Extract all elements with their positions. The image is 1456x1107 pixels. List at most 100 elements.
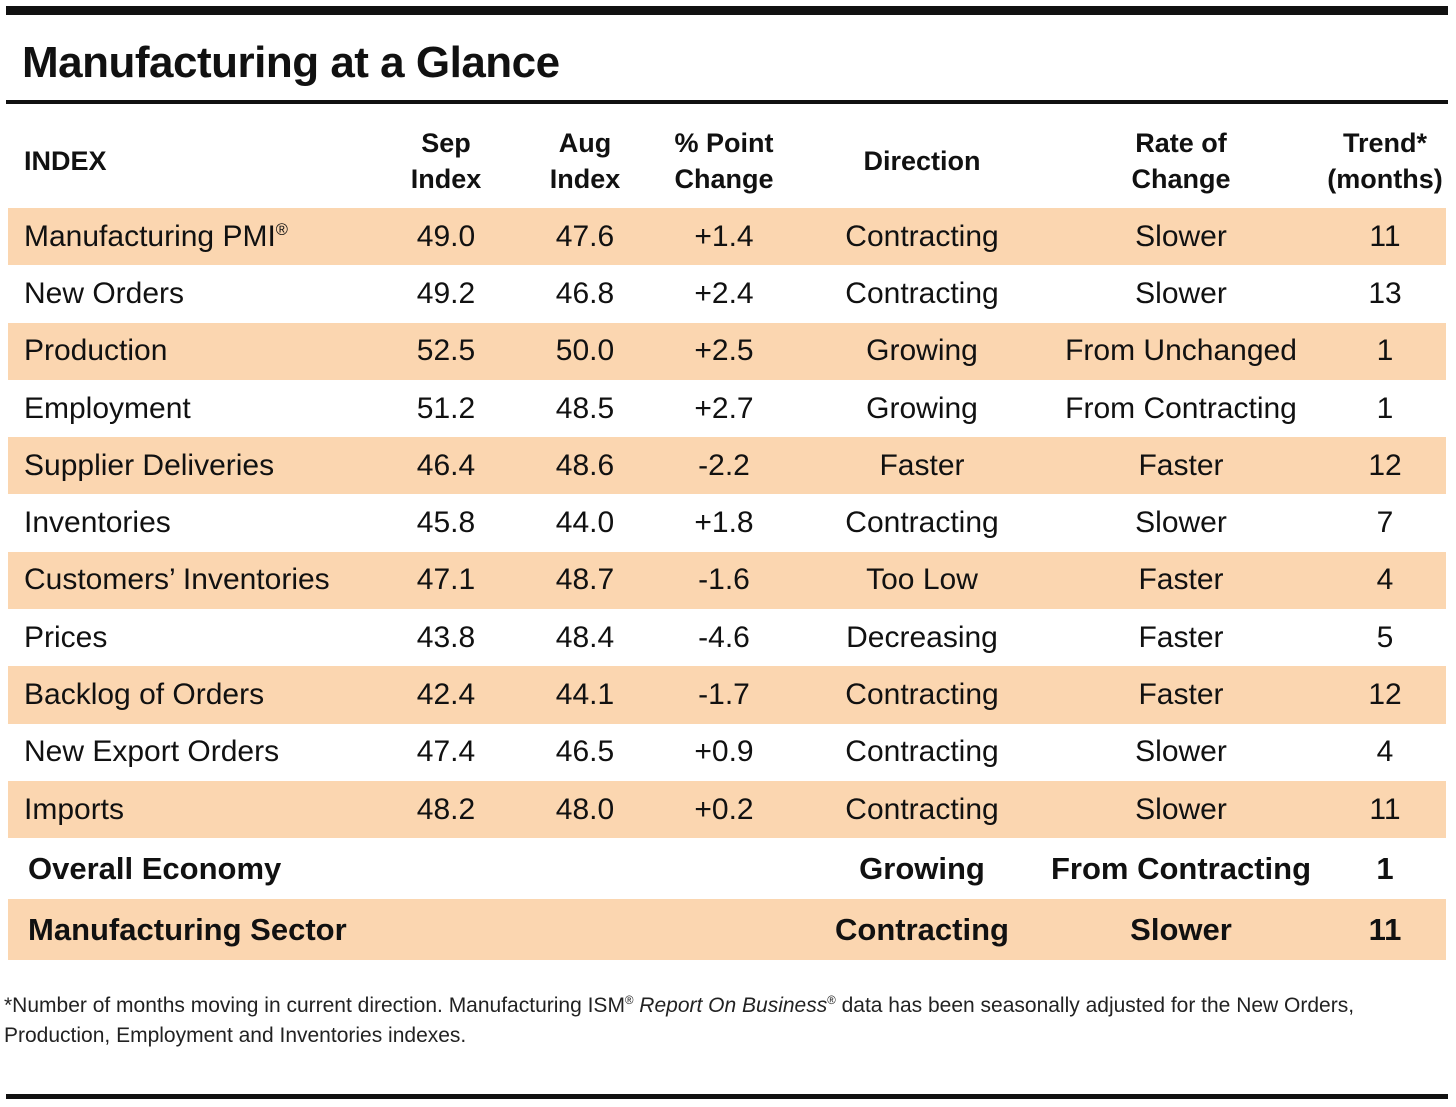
row-name-text: Employment (24, 391, 191, 425)
row-sep-index: 43.8 (416, 620, 476, 654)
row-name: Imports (8, 793, 364, 827)
header-trend-line1: Trend* (1342, 128, 1428, 158)
row-direction: Contracting (845, 219, 999, 253)
footnote-text-1: *Number of months moving in current dire… (4, 994, 625, 1017)
row-trend: 4 (1376, 563, 1394, 597)
row-direction: Decreasing (846, 620, 998, 654)
top-rule (6, 6, 1448, 15)
row-rate-of-change: Faster (1138, 563, 1224, 597)
row-name-text: Production (24, 334, 168, 368)
table-row: Backlog of Orders 42.4 44.1 -1.7 Contracting… (8, 666, 1446, 724)
summary-trend: 1 (1376, 850, 1394, 886)
row-trend: 12 (1368, 678, 1402, 712)
row-sep-index: 51.2 (416, 391, 476, 425)
row-name-text: New Export Orders (24, 735, 280, 769)
header-aug-index: Aug Index (528, 125, 642, 197)
row-aug-index: 48.5 (555, 391, 615, 425)
row-point-change: +1.4 (694, 219, 754, 253)
page-title: Manufacturing at a Glance (22, 38, 560, 87)
row-name: Manufacturing PMI® (8, 220, 364, 254)
row-name-text: Imports (24, 792, 125, 826)
footnote-text-2: data has been seasonally adjusted for th… (4, 994, 1355, 1047)
table-row: New Orders 49.2 46.8 +2.4 Contracting Slower 1… (8, 265, 1446, 322)
summary-trend: 11 (1368, 911, 1402, 947)
row-direction: Contracting (845, 792, 999, 826)
row-point-change: +2.5 (694, 334, 754, 368)
row-trend: 11 (1369, 219, 1401, 253)
table-row: Employment 51.2 48.5 +2.7 Growing From Contra… (8, 380, 1446, 437)
summary-direction: Growing (859, 850, 985, 886)
row-name-text: New Orders (24, 276, 185, 310)
row-name-text: Inventories (24, 506, 171, 540)
row-name-text: Supplier Deliveries (24, 448, 275, 482)
row-point-change: -4.6 (698, 620, 750, 654)
row-rate-of-change: From Unchanged (1065, 334, 1297, 368)
row-direction: Contracting (845, 506, 999, 540)
header-trend-line2: (months) (1327, 164, 1443, 194)
row-name-text: Manufacturing PMI (24, 219, 276, 253)
manufacturing-table: INDEX Sep Index Aug Index % Point Change… (8, 114, 1446, 961)
summary-row: Manufacturing Sector Contracting Slower 11 (8, 899, 1446, 961)
header-chg-line1: % Point (674, 128, 774, 158)
row-rate-of-change: Slower (1135, 735, 1227, 769)
row-aug-index: 44.1 (555, 678, 615, 712)
summary-name: Overall Economy (28, 850, 282, 886)
header-sep-line2: Index (410, 164, 482, 194)
table-row: Manufacturing PMI® 49.0 47.6 +1.4 Contractin… (8, 208, 1446, 266)
row-point-change: -2.2 (698, 448, 750, 482)
row-name: Backlog of Orders (8, 678, 364, 712)
row-aug-index: 48.0 (555, 792, 615, 826)
row-sep-index: 52.5 (416, 334, 476, 368)
row-aug-index: 48.4 (555, 620, 615, 654)
header-aug-line1: Aug (558, 128, 612, 158)
header-rate-of-change: Rate of Change (1038, 125, 1324, 197)
row-trend: 7 (1376, 506, 1394, 540)
row-name: Prices (8, 621, 364, 655)
row-rate-of-change: From Contracting (1065, 391, 1297, 425)
header-index: INDEX (24, 146, 107, 176)
title-rule (6, 100, 1448, 104)
row-point-change: +2.4 (694, 276, 754, 310)
registered-mark: ® (275, 220, 288, 239)
header-trend: Trend* (months) (1324, 125, 1446, 197)
header-aug-line2: Index (549, 164, 621, 194)
row-point-change: +0.9 (694, 735, 754, 769)
row-sep-index: 45.8 (416, 506, 476, 540)
summary-name: Manufacturing Sector (28, 911, 347, 947)
row-direction: Contracting (845, 735, 999, 769)
row-direction: Growing (866, 391, 978, 425)
table-row: Customers’ Inventories 47.1 48.7 -1.6 Too Lo… (8, 551, 1446, 610)
row-aug-index: 48.6 (555, 448, 615, 482)
row-direction: Growing (866, 334, 978, 368)
footnote-registered-2: ® (827, 995, 836, 1007)
row-trend: 1 (1376, 334, 1394, 368)
row-name: New Orders (8, 277, 364, 311)
table-body: Manufacturing PMI® 49.0 47.6 +1.4 Contractin… (8, 208, 1446, 839)
table-row: Production 52.5 50.0 +2.5 Growing From Unchan… (8, 322, 1446, 380)
row-name-text: Customers’ Inventories (24, 563, 330, 597)
header-sep-line1: Sep (421, 128, 471, 158)
row-rate-of-change: Slower (1135, 219, 1227, 253)
summary-direction: Contracting (835, 911, 1009, 947)
footnote-registered-1: ® (624, 995, 634, 1007)
row-rate-of-change: Slower (1135, 792, 1227, 826)
row-sep-index: 47.1 (416, 563, 476, 597)
footnote: *Number of months moving in current dire… (4, 991, 1444, 1051)
table-row: Imports 48.2 48.0 +0.2 Contracting Slower 11 (8, 780, 1446, 839)
table-row: Supplier Deliveries 46.4 48.6 -2.2 Faster Fas… (8, 437, 1446, 495)
row-trend: 1 (1376, 391, 1394, 425)
row-point-change: -1.7 (698, 678, 750, 712)
table-row: Prices 43.8 48.4 -4.6 Decreasing Faster 5 (8, 609, 1446, 666)
row-aug-index: 47.6 (555, 219, 615, 253)
row-name: Employment (8, 392, 364, 426)
row-sep-index: 48.2 (416, 792, 476, 826)
row-aug-index: 46.8 (555, 276, 615, 310)
row-rate-of-change: Slower (1135, 276, 1227, 310)
row-trend: 12 (1368, 448, 1402, 482)
row-direction: Faster (879, 448, 965, 482)
row-sep-index: 49.2 (416, 276, 476, 310)
bottom-rule (6, 1094, 1448, 1099)
row-direction: Contracting (845, 276, 999, 310)
table-row: Inventories 45.8 44.0 +1.8 Contracting Slower… (8, 494, 1446, 551)
row-rate-of-change: Faster (1138, 448, 1224, 482)
